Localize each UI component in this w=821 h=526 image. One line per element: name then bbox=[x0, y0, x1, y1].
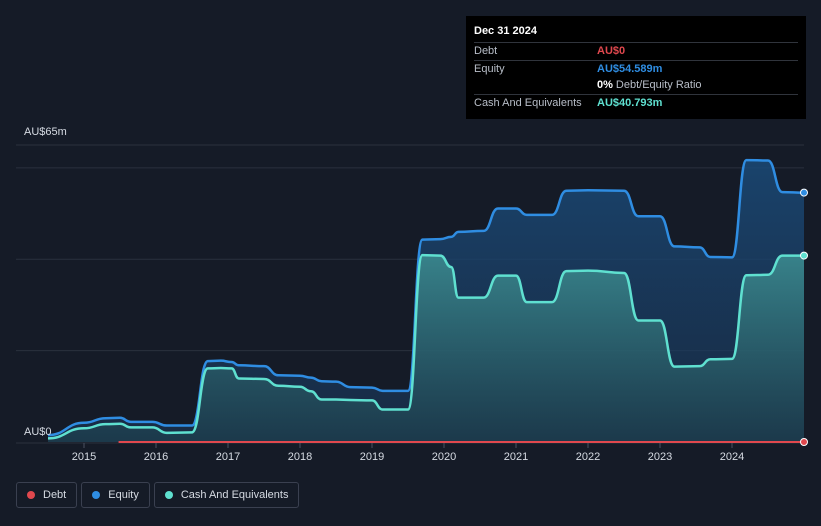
tooltip-ratio-label: Debt/Equity Ratio bbox=[615, 79, 702, 91]
data-tooltip: Dec 31 2024 Debt AU$0 Equity AU$54.589m … bbox=[466, 16, 806, 119]
equity-dot-icon bbox=[92, 491, 101, 499]
tooltip-cash-value: AU$40.793m bbox=[597, 96, 663, 109]
tooltip-cash-row: Cash And Equivalents AU$40.793m bbox=[474, 93, 798, 112]
legend-item-debt[interactable]: Debt bbox=[16, 482, 78, 508]
x-tick-label: 2016 bbox=[144, 451, 168, 463]
x-tick-label: 2024 bbox=[720, 451, 744, 463]
tooltip-ratio-spacer bbox=[474, 77, 597, 94]
tooltip-equity-row: Equity AU$54.589m bbox=[474, 59, 798, 78]
tooltip-debt-value: AU$0 bbox=[597, 45, 626, 57]
tooltip-equity-value: AU$54.589m bbox=[597, 62, 663, 75]
series-lines bbox=[47, 158, 805, 443]
legend-cash-label: Cash And Equivalents bbox=[180, 489, 289, 501]
legend-equity-label: Equity bbox=[108, 489, 139, 501]
x-tick-label: 2019 bbox=[360, 451, 384, 463]
tooltip-debt-row: Debt AU$0 bbox=[474, 42, 798, 60]
x-tick-label: 2017 bbox=[216, 451, 240, 463]
legend-item-cash[interactable]: Cash And Equivalents bbox=[153, 482, 300, 508]
debt-dot-icon bbox=[27, 491, 35, 499]
equity-end-point bbox=[800, 188, 808, 197]
cash-line bbox=[47, 253, 805, 440]
tooltip-equity-label: Equity bbox=[474, 62, 505, 75]
x-tick-label: 2018 bbox=[288, 451, 312, 463]
x-tick-label: 2021 bbox=[504, 451, 528, 463]
chart-legend: Debt Equity Cash And Equivalents bbox=[16, 482, 300, 508]
tooltip-date: Dec 31 2024 bbox=[474, 25, 537, 37]
tooltip-debt-label: Debt bbox=[474, 45, 498, 57]
y-axis-max-label: AU$65m bbox=[24, 126, 67, 138]
tooltip-ratio-value: 0% bbox=[597, 79, 613, 91]
tooltip-cash-label: Cash And Equivalents bbox=[474, 96, 582, 109]
x-tick-label: 2023 bbox=[648, 451, 672, 463]
series-end-markers bbox=[800, 188, 808, 446]
legend-debt-label: Debt bbox=[43, 489, 67, 501]
x-tick-label: 2015 bbox=[72, 451, 96, 463]
legend-item-equity[interactable]: Equity bbox=[81, 482, 150, 508]
x-tick-label: 2020 bbox=[432, 451, 456, 463]
x-tick-label: 2022 bbox=[576, 451, 600, 463]
cash-dot-icon bbox=[164, 491, 173, 499]
tooltip-ratio-row: 0% Debt/Equity Ratio bbox=[474, 77, 798, 94]
cash-area bbox=[48, 255, 804, 442]
debt-end-point bbox=[800, 438, 808, 446]
y-axis-min-label: AU$0 bbox=[24, 426, 52, 438]
x-axis-ticks: 2015 2016 2017 2018 2019 2020 2021 2022 2023 2024 bbox=[72, 443, 744, 463]
series-areas bbox=[48, 160, 804, 442]
cash-end-point bbox=[800, 251, 808, 260]
